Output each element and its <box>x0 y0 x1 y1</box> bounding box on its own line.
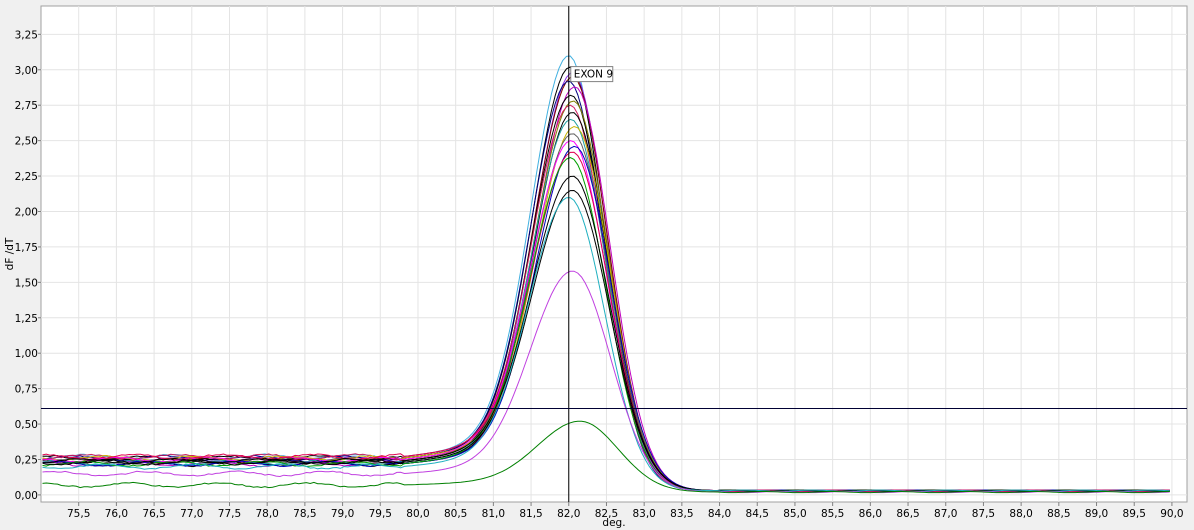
y-tick-label: 0,00 <box>15 490 38 502</box>
x-tick-label: 88,5 <box>1047 508 1070 520</box>
marker-label-box <box>570 66 614 83</box>
x-tick-label: 75,5 <box>67 508 90 520</box>
x-tick-label: 80,5 <box>444 508 467 520</box>
x-tick-label: 85,0 <box>783 508 806 520</box>
x-tick-label: 77,0 <box>180 508 203 520</box>
y-tick-label: 2,50 <box>15 136 38 148</box>
y-tick-label: 1,25 <box>15 313 38 325</box>
y-tick-label: 0,75 <box>15 384 38 396</box>
x-tick-label: 76,5 <box>142 508 165 520</box>
x-tick-label: 77,5 <box>218 508 241 520</box>
y-axis-title: dF /dT <box>4 237 16 270</box>
y-tick-label: 2,25 <box>15 171 38 183</box>
y-tick-label: 2,00 <box>15 206 38 218</box>
y-tick-label: 1,50 <box>15 277 38 289</box>
x-tick-label: 82,5 <box>595 508 618 520</box>
x-tick-label: 76,0 <box>105 508 128 520</box>
plot-area <box>40 5 1188 503</box>
y-tick-label: 0,25 <box>15 454 38 466</box>
x-tick-label: 84,0 <box>708 508 731 520</box>
x-tick-label: 90,0 <box>1160 508 1183 520</box>
x-tick-label: 80,0 <box>406 508 429 520</box>
y-tick-label: 0,50 <box>15 419 38 431</box>
x-axis-title: deg. <box>602 517 625 529</box>
y-tick-label: 3,00 <box>15 65 38 77</box>
x-tick-label: 81,0 <box>482 508 505 520</box>
x-tick-label: 83,5 <box>670 508 693 520</box>
x-tick-label: 89,0 <box>1085 508 1108 520</box>
x-tick-label: 84,5 <box>746 508 769 520</box>
x-tick-label: 86,5 <box>896 508 919 520</box>
x-tick-label: 85,5 <box>821 508 844 520</box>
marker-label-text: EXON 9 <box>574 69 613 81</box>
x-tick-label: 87,0 <box>934 508 957 520</box>
y-tick-label: 1,00 <box>15 348 38 360</box>
x-tick-label: 86,0 <box>859 508 882 520</box>
x-tick-label: 79,0 <box>331 508 354 520</box>
x-tick-label: 89,5 <box>1123 508 1146 520</box>
cursor-layer[interactable]: EXON 9 <box>41 6 1187 502</box>
series-layer <box>42 55 1170 494</box>
x-tick-label: 82,0 <box>557 508 580 520</box>
axis-layer: 75,5 76,0 76,5 77,0 77,5 78,0 78,5 79,0 79,5 80,0… <box>15 29 1184 520</box>
x-tick-label: 79,5 <box>369 508 392 520</box>
x-tick-label: 78,0 <box>255 508 278 520</box>
y-tick-label: 2,75 <box>15 100 38 112</box>
x-tick-label: 78,5 <box>293 508 316 520</box>
x-tick-label: 88,0 <box>1009 508 1032 520</box>
x-tick-label: 81,5 <box>519 508 542 520</box>
y-tick-label: 1,75 <box>15 242 38 254</box>
x-tick-label: 83,0 <box>632 508 655 520</box>
x-tick-label: 87,5 <box>972 508 995 520</box>
y-tick-label: 3,25 <box>15 29 38 41</box>
melt-peak-series-line <box>42 420 1170 494</box>
